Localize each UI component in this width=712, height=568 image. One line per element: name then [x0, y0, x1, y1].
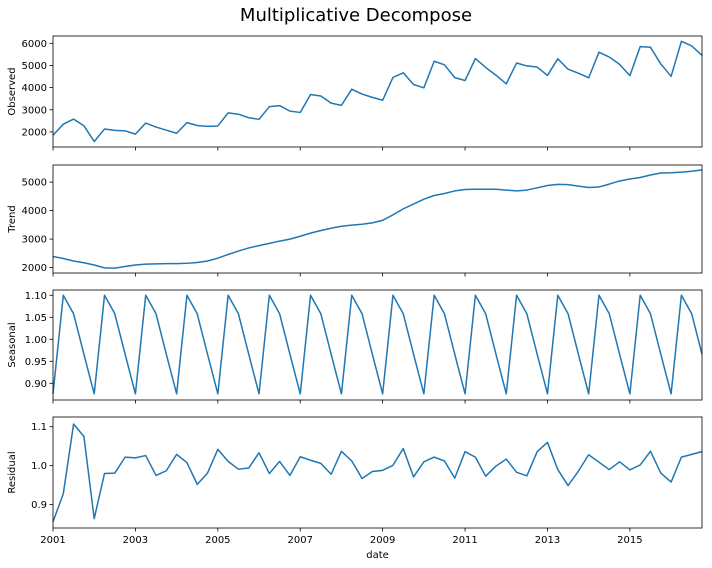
observed-ytick-label: 5000 — [22, 61, 47, 72]
panel-seasonal: 0.90 0.95 1.00 1.05 1.10 Seasonal — [7, 289, 703, 404]
panel-residual: 0.9 1.0 1.1 2001 2003 2005 2007 2009 2011 2013 201… — [7, 416, 703, 546]
x-axis-label: date — [366, 550, 389, 561]
observed-y-axis-label: Observed — [7, 67, 18, 115]
xtick-label: 2011 — [452, 535, 477, 546]
observed-ytick-label: 3000 — [22, 105, 47, 116]
xtick-label: 2005 — [205, 535, 230, 546]
trend-series-line — [52, 169, 703, 269]
panel-trend: 2000 3000 4000 5000 Trend — [7, 164, 703, 277]
observed-series-line — [52, 40, 703, 143]
xtick-label: 2015 — [617, 535, 642, 546]
observed-axes-frame — [52, 35, 703, 148]
seasonal-ytick-label: 0.90 — [25, 379, 47, 390]
seasonal-ytick-label: 1.05 — [25, 313, 47, 324]
xtick-label: 2013 — [535, 535, 560, 546]
residual-axes-frame — [52, 416, 703, 529]
panels: 2000 3000 4000 5000 6000 Observed 2000 3000 4000… — [7, 35, 703, 546]
xtick-label: 2007 — [288, 535, 313, 546]
seasonal-y-axis-label: Seasonal — [7, 322, 18, 367]
trend-ytick-label: 2000 — [22, 263, 47, 274]
residual-ytick-label: 1.1 — [31, 422, 47, 433]
observed-ytick-label: 6000 — [22, 39, 47, 50]
observed-ytick-label: 4000 — [22, 83, 47, 94]
xtick-label: 2001 — [40, 535, 65, 546]
trend-ytick-label: 5000 — [22, 178, 47, 189]
trend-ytick-label: 4000 — [22, 206, 47, 217]
seasonal-axes-frame — [52, 289, 703, 401]
trend-axes-frame — [52, 164, 703, 274]
seasonal-ytick-label: 1.10 — [25, 291, 47, 302]
residual-series-line — [52, 423, 703, 523]
xtick-label: 2003 — [123, 535, 148, 546]
residual-y-axis-label: Residual — [7, 451, 18, 493]
xtick-label: 2009 — [370, 535, 395, 546]
trend-y-axis-label: Trend — [7, 205, 18, 233]
residual-ytick-label: 0.9 — [31, 500, 47, 511]
seasonal-ytick-label: 0.95 — [25, 357, 47, 368]
figure-title: Multiplicative Decompose — [240, 5, 472, 26]
observed-ytick-label: 2000 — [22, 127, 47, 138]
trend-ytick-label: 3000 — [22, 235, 47, 246]
panel-observed: 2000 3000 4000 5000 6000 Observed — [7, 35, 703, 151]
seasonal-ytick-label: 1.00 — [25, 335, 47, 346]
seasonal-series-line — [52, 294, 703, 395]
residual-ytick-label: 1.0 — [31, 461, 47, 472]
